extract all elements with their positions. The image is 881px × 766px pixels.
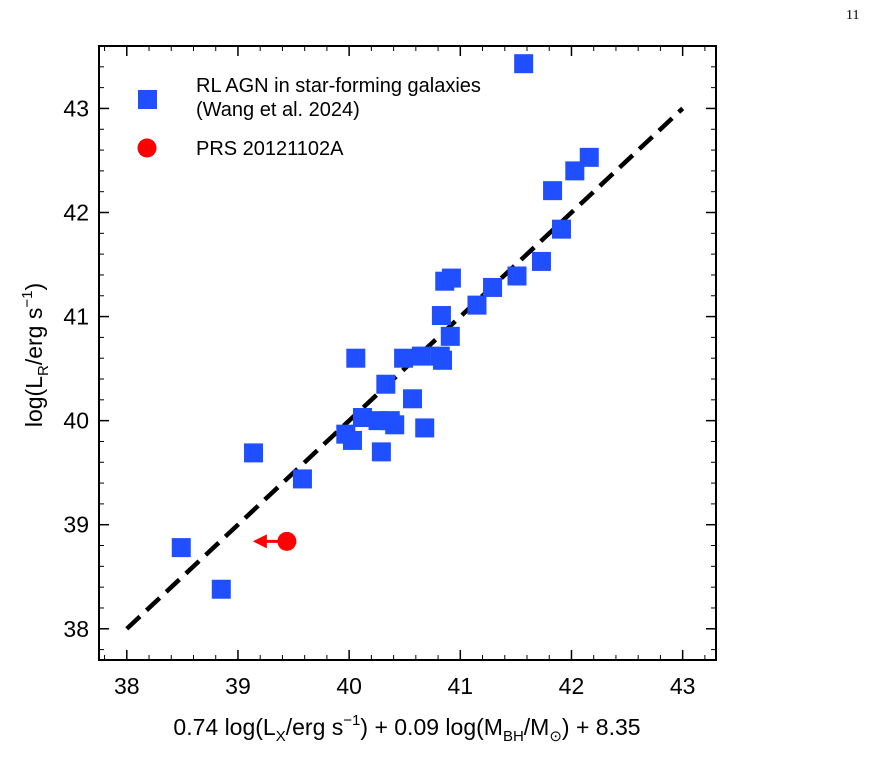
legend: RL AGN in star-forming galaxies (Wang et… [137, 75, 481, 160]
agn-point [171, 538, 191, 558]
y-tick-label: 39 [63, 512, 89, 538]
agn-point [244, 443, 264, 463]
agn-point [483, 277, 503, 297]
agn-point [551, 219, 571, 239]
agn-point [211, 579, 231, 599]
agn-point [394, 348, 414, 368]
legend-label-prs: PRS 20121102A [196, 138, 344, 160]
x-tick-label: 39 [225, 673, 251, 699]
legend-circle-marker [137, 138, 157, 158]
y-tick-label: 43 [63, 95, 89, 121]
plot-frame [98, 45, 717, 661]
upper-limit-arrowhead [252, 534, 267, 549]
y-axis-title: log(LR/erg s−1) [19, 283, 52, 427]
agn-point [292, 469, 312, 489]
x-tick-label: 41 [448, 673, 474, 699]
agn-point [376, 374, 396, 394]
prs-point [277, 531, 297, 551]
y-tick-label: 40 [63, 408, 89, 434]
agn-point [346, 348, 366, 368]
agn-point [441, 268, 461, 288]
x-tick-label: 40 [336, 673, 362, 699]
y-tick-label: 38 [63, 616, 89, 642]
agn-point [467, 295, 487, 315]
agn-point [411, 346, 431, 366]
agn-point [415, 418, 435, 438]
agn-point [565, 161, 585, 181]
agn-point [433, 350, 453, 370]
x-tick-label: 43 [670, 673, 696, 699]
agn-point [531, 251, 551, 271]
x-tick-label: 38 [114, 673, 140, 699]
agn-point [342, 430, 362, 450]
fit-line [125, 106, 685, 631]
agn-point [440, 326, 460, 346]
y-tick-label: 41 [63, 304, 89, 330]
x-tick-label: 42 [559, 673, 585, 699]
x-axis-title: 0.74 log(LX/erg s−1) + 0.09 log(MBH/M⊙) … [173, 712, 640, 745]
agn-point [403, 389, 423, 409]
legend-label-agn-line1: RL AGN in star-forming galaxies [196, 75, 481, 97]
axis-ticks: 38 39 40 41 42 43 38 39 40 41 42 43 [63, 46, 716, 699]
legend-label-agn-line2: (Wang et al. 2024) [196, 99, 360, 121]
agn-point [431, 306, 451, 326]
agn-point [352, 408, 372, 428]
agn-point [371, 442, 391, 462]
agn-point [543, 181, 563, 201]
y-tick-label: 42 [63, 200, 89, 226]
agn-point [514, 54, 534, 74]
fit-line-group [125, 106, 685, 631]
agn-point [579, 147, 599, 167]
agn-point [507, 266, 527, 286]
data-points [171, 54, 599, 599]
page-number: 11 [846, 8, 860, 23]
agn-point [385, 415, 405, 435]
legend-square-marker [138, 90, 157, 109]
